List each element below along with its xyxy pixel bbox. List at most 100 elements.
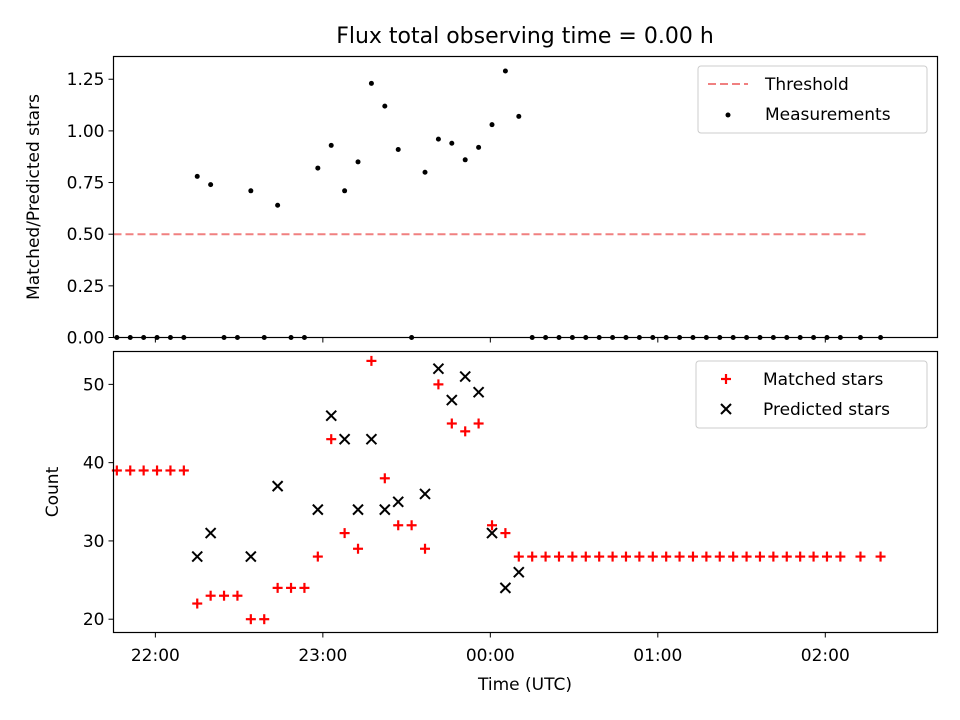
- matched-star-point: [420, 543, 431, 554]
- measurement-point: [435, 136, 441, 142]
- matched-star-point: [165, 465, 176, 476]
- matched-star-point: [634, 551, 645, 562]
- predicted-star-point: [392, 496, 404, 508]
- measurement-point: [342, 188, 348, 194]
- matched-star-point: [781, 551, 792, 562]
- predicted-star-point: [419, 488, 431, 500]
- matched-star-point: [768, 551, 779, 562]
- matched-legend-swatch: [721, 374, 731, 384]
- matched-star-point: [701, 551, 712, 562]
- matched-star-point: [687, 551, 698, 562]
- matched-star-point: [647, 551, 658, 562]
- measurement-point: [502, 68, 508, 74]
- predicted-star-point: [352, 503, 364, 516]
- matched-star-point: [527, 551, 538, 562]
- bottom-x-tick-label: 23:00: [298, 646, 347, 666]
- measurement-point: [368, 80, 374, 86]
- matched-star-point: [594, 551, 605, 562]
- measurement-point: [248, 188, 254, 194]
- predicted-star-point: [365, 433, 378, 445]
- matched-star-point: [835, 551, 846, 562]
- matched-star-point: [473, 418, 484, 429]
- top-plot-frame: [112, 55, 939, 339]
- predicted-star-point: [379, 503, 391, 516]
- matched-star-point: [487, 520, 498, 531]
- measurement-point: [382, 103, 388, 109]
- bottom-x-axis-label: Time (UTC): [477, 675, 572, 695]
- predicted-star-point: [271, 480, 284, 492]
- predicted-star-point: [191, 550, 203, 563]
- matched-star-point: [393, 520, 404, 531]
- matched-star-point: [620, 551, 631, 562]
- matched-star-point: [821, 551, 832, 562]
- measurement-point: [275, 202, 281, 208]
- bottom-legend-box: [695, 360, 928, 429]
- matched-star-point: [513, 551, 524, 562]
- bottom-plot-frame: [112, 350, 939, 634]
- matched-star-point: [125, 465, 136, 476]
- matched-star-point: [219, 590, 230, 601]
- matched-star-point: [152, 465, 163, 476]
- top-y-tick-label: 0.00: [67, 329, 105, 349]
- matched-star-point: [326, 434, 337, 445]
- predicted-star-point: [513, 566, 525, 578]
- measurement-point: [328, 142, 334, 148]
- matched-star-point: [433, 379, 444, 390]
- bottom-plot: 20 30 40 50 22:00 23:00 00:00 01:00 02:00 Count…: [43, 350, 939, 695]
- matched-star-point: [795, 551, 806, 562]
- matched-star-point: [607, 551, 618, 562]
- matched-star-point: [741, 551, 752, 562]
- matched-star-point: [138, 465, 149, 476]
- matched-star-point: [379, 473, 390, 484]
- bottom-x-tick-label: 02:00: [801, 646, 850, 666]
- matched-star-point: [446, 418, 457, 429]
- top-y-tick-label: 1.00: [67, 122, 105, 142]
- predicted-star-point: [472, 386, 485, 398]
- matched-star-point: [674, 551, 685, 562]
- top-y-tick-label: 1.25: [67, 70, 105, 90]
- measurement-point: [449, 140, 455, 146]
- top-y-tick-label: 0.75: [67, 174, 105, 194]
- predicted-star-point: [312, 503, 324, 516]
- top-legend-box: [697, 65, 928, 134]
- bottom-x-tick-label: 00:00: [466, 646, 515, 666]
- predicted-legend-label: Predicted stars: [763, 400, 890, 420]
- matched-star-point: [460, 426, 471, 437]
- matched-star-point: [855, 551, 866, 562]
- bottom-y-tick-label: 50: [83, 375, 105, 395]
- top-plot: Flux total observing time = 0.00 h 0.00 0…: [24, 24, 939, 349]
- measurement-point: [315, 165, 321, 171]
- matched-star-point: [192, 598, 203, 609]
- threshold-legend-label: Threshold: [764, 75, 849, 95]
- predicted-legend-swatch: [720, 403, 732, 415]
- bottom-y-axis-label: Count: [43, 466, 63, 517]
- matched-star-point: [808, 551, 819, 562]
- matched-star-point: [353, 543, 364, 554]
- matched-star-point: [553, 551, 564, 562]
- top-legend: Threshold Measurements: [697, 65, 928, 134]
- matched-star-point: [312, 551, 323, 562]
- matched-star-point: [205, 590, 216, 601]
- predicted-star-point: [459, 370, 471, 383]
- matched-star-point: [875, 551, 886, 562]
- matched-star-point: [661, 551, 672, 562]
- matched-star-point: [245, 614, 256, 625]
- matched-star-point: [178, 465, 189, 476]
- predicted-star-point: [338, 433, 351, 445]
- bottom-y-tick-label: 30: [83, 532, 105, 552]
- matched-star-point: [259, 614, 270, 625]
- matched-star-point: [366, 355, 377, 366]
- matched-star-point: [754, 551, 765, 562]
- measurements-legend-label: Measurements: [765, 105, 891, 125]
- predicted-star-point: [245, 550, 257, 563]
- predicted-star-point: [432, 363, 445, 375]
- measurement-point: [422, 169, 428, 175]
- measurement-point: [462, 157, 468, 163]
- top-y-tick-label: 0.25: [67, 277, 105, 297]
- matched-legend-label: Matched stars: [763, 370, 883, 390]
- matched-star-point: [728, 551, 739, 562]
- bottom-y-tick-label: 40: [83, 454, 105, 474]
- predicted-star-point: [446, 394, 458, 406]
- matched-star-point: [299, 582, 310, 593]
